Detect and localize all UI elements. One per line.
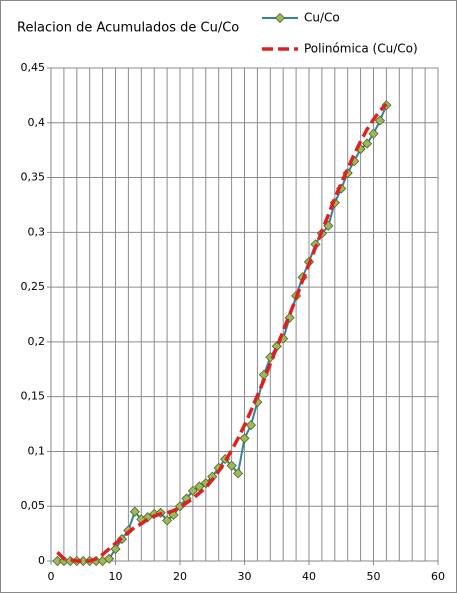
data-point: [110, 543, 121, 555]
chart-title: Relacion de Acumulados de Cu/Co: [17, 21, 239, 36]
y-tick-label: 0,45: [21, 61, 46, 74]
x-tick-label: 40: [302, 570, 316, 583]
x-tick-label: 20: [173, 570, 187, 583]
data-point: [232, 468, 244, 479]
x-tick-label: 0: [48, 570, 55, 583]
data-point: [103, 553, 115, 564]
data-point: [361, 138, 373, 149]
x-tick-label: 10: [109, 570, 123, 583]
y-tick-label: 0: [38, 554, 45, 567]
data-point: [245, 420, 257, 431]
y-tick-label: 0,1: [28, 444, 46, 457]
y-tick-label: 0,25: [21, 280, 46, 293]
data-point: [142, 512, 153, 523]
y-tick-label: 0,35: [21, 171, 46, 184]
data-point: [368, 128, 379, 139]
plot-frame: [50, 67, 439, 562]
x-tick-label: 60: [431, 570, 445, 583]
y-tick-label: 0,2: [28, 335, 46, 348]
y-tick-label: 0,15: [21, 390, 46, 403]
x-tick-label: 50: [367, 570, 381, 583]
trendline: [56, 102, 388, 563]
x-tick-label: 30: [238, 570, 252, 583]
data-point: [239, 433, 250, 444]
data-point: [129, 506, 140, 517]
legend-label: Polinómica (Cu/Co): [304, 42, 418, 56]
data-point: [187, 485, 198, 496]
legend-label: Cu/Co: [304, 11, 340, 25]
y-tick-label: 0,4: [28, 116, 46, 129]
legend-marker: [274, 12, 286, 24]
data-point: [374, 115, 386, 126]
data-point: [162, 515, 173, 526]
y-tick-label: 0,05: [21, 499, 46, 512]
data-point: [226, 460, 237, 471]
data-point: [284, 312, 295, 323]
y-tick-label: 0,3: [28, 225, 46, 238]
series-line: [57, 104, 388, 562]
